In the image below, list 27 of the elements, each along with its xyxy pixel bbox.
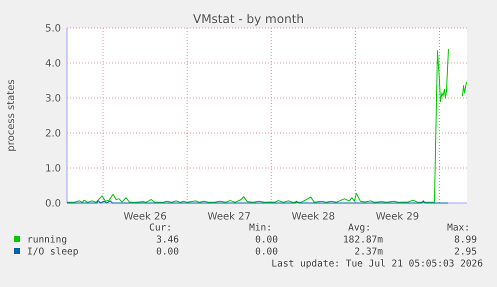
- x-tick-label: Week 28: [292, 212, 335, 222]
- y-tick-label: 0.0: [45, 198, 61, 210]
- text: 8.99: [454, 234, 478, 246]
- text: 0.00: [255, 246, 278, 258]
- text: Min:: [249, 222, 272, 234]
- chart-title: VMstat - by month: [192, 12, 304, 26]
- x-tick-label: Week 26: [123, 212, 167, 222]
- text: 3.46: [156, 234, 180, 246]
- text: 2.37m: [354, 246, 384, 258]
- text: Last update: Tue Jul 21 05:05:03 2026: [271, 258, 484, 270]
- y-tick-label: 5.0: [45, 24, 61, 34]
- y-tick-label: 1.0: [45, 164, 61, 174]
- text: 0.00: [156, 246, 180, 258]
- y-tick-label: 4.0: [45, 58, 61, 70]
- legend-label: running: [27, 234, 68, 246]
- text: 2.95: [454, 246, 477, 258]
- text: Cur:: [149, 222, 172, 234]
- x-tick-label: Week 27: [208, 212, 251, 222]
- text: 182.87m: [342, 234, 384, 246]
- text: Avg:: [348, 222, 371, 234]
- x-tick-label: Week 29: [376, 212, 420, 222]
- text: 0.00: [255, 234, 278, 246]
- y-tick-label: 3.0: [45, 94, 61, 104]
- y-axis-title: process states: [6, 79, 17, 152]
- y-tick-label: 2.0: [45, 128, 61, 140]
- legend-label: I/O sleep: [27, 246, 79, 258]
- text: Max:: [447, 222, 470, 234]
